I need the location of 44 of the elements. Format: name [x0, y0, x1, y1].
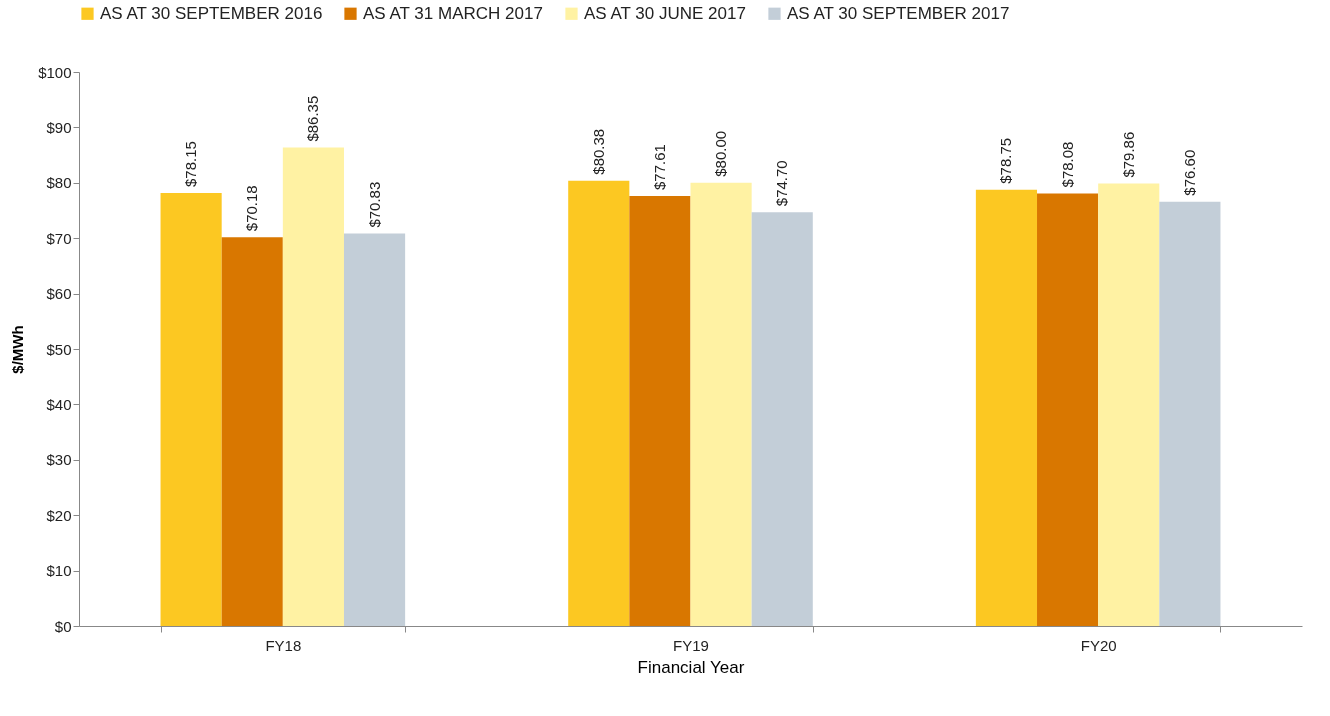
bar: [221, 237, 283, 626]
bar: [282, 147, 344, 626]
bar: [1037, 193, 1099, 626]
data-label: $78.15: [182, 141, 200, 188]
bar: [343, 233, 406, 626]
data-label: $74.70: [773, 160, 791, 207]
bar: [160, 193, 222, 626]
data-label: $77.61: [650, 144, 668, 191]
data-label: $70.83: [365, 181, 383, 228]
data-label: $78.75: [997, 137, 1015, 184]
data-label: $78.08: [1058, 141, 1076, 188]
legend-label: AS AT 31 MARCH 2017: [363, 3, 543, 23]
data-label: $76.60: [1180, 149, 1198, 196]
y-tick-label: $100: [38, 63, 72, 81]
x-tick-label: FY19: [673, 636, 709, 654]
bar: [629, 196, 691, 626]
y-tick-label: $70: [46, 229, 72, 247]
y-tick-label: $0: [54, 617, 72, 635]
data-label: $80.38: [589, 128, 607, 175]
x-tick-label: FY18: [265, 636, 302, 654]
y-tick-label: $20: [46, 506, 72, 524]
bar: [1098, 183, 1160, 626]
legend-label: AS AT 30 JUNE 2017: [584, 3, 746, 23]
data-label: $80.00: [712, 130, 730, 177]
data-label: $70.18: [243, 185, 261, 232]
bar: [1159, 201, 1221, 626]
y-tick-label: $10: [46, 562, 72, 580]
data-label: $79.86: [1119, 131, 1137, 178]
y-tick-label: $50: [46, 340, 72, 358]
y-tick-label: $80: [46, 174, 72, 192]
y-tick-label: $30: [46, 451, 72, 469]
legend-label: AS AT 30 SEPTEMBER 2016: [100, 3, 323, 23]
y-tick-label: $60: [46, 285, 72, 303]
x-axis-title: Financial Year: [637, 657, 745, 677]
legend-label: AS AT 30 SEPTEMBER 2017: [787, 3, 1010, 23]
y-tick-label: $90: [46, 118, 72, 136]
data-label: $86.35: [304, 95, 322, 142]
bar: [568, 180, 630, 626]
y-axis-title: $/MWh: [9, 325, 27, 374]
x-tick-label: FY20: [1080, 636, 1117, 654]
bar: [690, 182, 752, 626]
bar: [975, 189, 1038, 626]
bar: [751, 212, 813, 626]
y-tick-label: $40: [46, 395, 72, 413]
